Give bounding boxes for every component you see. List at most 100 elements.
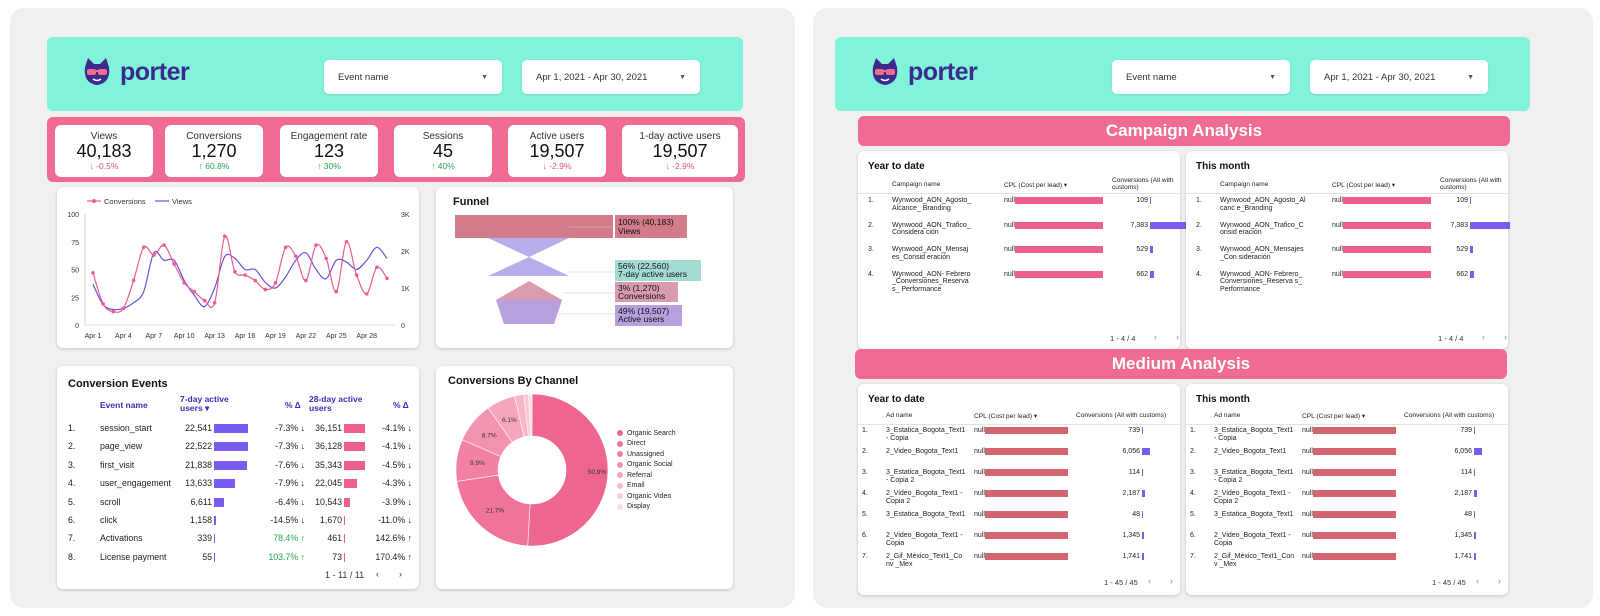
d28-bar: [344, 460, 365, 470]
cpl-cell: null: [1302, 511, 1313, 518]
pct-delta-7-cell: -6.4% ↓: [275, 496, 305, 507]
legend-item: Unassigned: [617, 449, 676, 460]
chevron-left-icon[interactable]: ‹: [1148, 576, 1151, 586]
kpi-title: Sessions: [422, 131, 464, 142]
y-left-tick: 75: [71, 240, 79, 247]
header-divider: [1186, 424, 1508, 425]
conversions-point: [182, 281, 187, 285]
pct-delta-7-cell: -14.5% ↓: [270, 515, 305, 525]
row-index: 5.: [862, 511, 868, 518]
conversions-cell: 114: [1128, 469, 1140, 476]
chevron-right-icon[interactable]: ›: [1176, 332, 1179, 342]
conversions-cell: 7,383: [1450, 221, 1468, 229]
conversions-cell: 662: [1136, 270, 1148, 278]
conversions-bar: [1474, 427, 1475, 434]
conversions-bar: [1474, 532, 1476, 539]
conversions-cell: 1,741: [1454, 553, 1472, 560]
cpl-bar: [1313, 553, 1396, 560]
col-conversions-header[interactable]: Conversions (All with customs): [1440, 177, 1502, 191]
header-bar: porter Event name ▼ Apr 1, 2021 - Apr 30…: [47, 37, 743, 111]
pct-delta-7-cell: 103.7% ↑: [268, 551, 305, 562]
legend-dot: [617, 451, 623, 458]
funnel-step-conversions: [496, 281, 562, 300]
pager-label: 1 - 45 / 45: [1104, 578, 1138, 587]
col-name-header[interactable]: Ad name: [1214, 412, 1241, 419]
col-conversions-header[interactable]: Conversions (All with customs): [1076, 412, 1167, 419]
col-cpl-header[interactable]: CPL (Cost per lead) ▾: [1332, 182, 1396, 189]
slice-label: 50.9%: [588, 469, 607, 476]
legend-dot: [617, 472, 623, 479]
d28-value-cell: 36,151: [315, 423, 342, 433]
row-name-cell: Wynwood_AON_Trafico_Considera ción: [892, 221, 971, 237]
cpl-cell: null: [974, 427, 985, 434]
funnel-step-7-day: [488, 238, 569, 276]
conversions-cell: 529: [1456, 246, 1468, 253]
row-index: 7.: [862, 553, 868, 560]
cpl-bar: [1343, 246, 1431, 253]
chevron-left-icon[interactable]: ‹: [1476, 576, 1479, 586]
pager-label: 1 - 4 / 4: [1438, 334, 1464, 343]
pager-label: 1 - 11 / 11: [325, 570, 365, 580]
table-row: 2. page_view 22,522 -7.3% ↓ 36,128 -4.1% ↓: [57, 438, 419, 456]
col-name-header[interactable]: Ad name: [886, 412, 913, 419]
col-7-day-active-users[interactable]: 7-day active users ▾: [180, 394, 229, 413]
donut-slice: [456, 474, 531, 547]
row-index: 3.: [1190, 469, 1196, 476]
col-name-header[interactable]: Campaign name: [1220, 181, 1269, 188]
table-row: 7. Activations 339 78.4% ↑ 461 142.6% ↑: [57, 530, 419, 548]
funnel-step-active-users: [496, 300, 562, 324]
kpi-value: 19,507: [652, 141, 708, 161]
row-index: 7.: [1190, 553, 1196, 560]
chevron-right-icon[interactable]: ›: [1504, 332, 1507, 342]
chevron-left-icon[interactable]: ‹: [376, 569, 379, 579]
row-index: 1.: [68, 423, 76, 433]
chevron-right-icon[interactable]: ›: [399, 569, 402, 579]
caret-down-icon: ▼: [1269, 73, 1276, 81]
col-pct-delta-7[interactable]: % Δ: [285, 400, 301, 410]
x-tick: Apr 25: [326, 333, 347, 340]
d7-value-cell: 22,522: [185, 441, 212, 452]
cpl-cell: null: [1302, 469, 1313, 476]
col-event-name[interactable]: Event name: [100, 400, 148, 410]
line-chart-card: Conversions Views 100 75 50 25 0 3K 2K 1K 0 Apr…: [57, 187, 419, 348]
col-cpl-header[interactable]: CPL (Cost per lead) ▾: [1004, 182, 1068, 189]
col-28-day-active-users[interactable]: 28-day active users: [309, 394, 363, 413]
event-name-dropdown[interactable]: Event name ▼: [1112, 60, 1290, 94]
legend-label: Organic Search: [627, 429, 676, 437]
col-pct-delta-28[interactable]: % Δ: [393, 400, 409, 410]
date-range-dropdown[interactable]: Apr 1, 2021 - Apr 30, 2021 ▼: [522, 60, 700, 94]
d7-value-cell: 1,158: [189, 515, 212, 525]
cpl-bar: [1015, 270, 1103, 278]
chevron-left-icon[interactable]: ‹: [1154, 332, 1157, 342]
date-range-dropdown[interactable]: Apr 1, 2021 - Apr 30, 2021 ▼: [1310, 60, 1488, 94]
row-name-cell: 2_Gif_México_Text1_Conv _Mex: [1214, 553, 1295, 568]
row-index: 3.: [862, 469, 868, 476]
conversions-point: [314, 243, 318, 247]
col-conversions-header[interactable]: Conversions (All with customs): [1404, 412, 1495, 419]
legend-views-label: Views: [172, 197, 192, 206]
header-divider: [1186, 193, 1508, 194]
conversions-bar: [1150, 197, 1151, 204]
chevron-right-icon[interactable]: ›: [1498, 576, 1501, 586]
row-name-cell: Wynwood_AON_Trafico_Consid eración: [1220, 221, 1304, 237]
col-cpl-header[interactable]: CPL (Cost per lead) ▾: [1302, 413, 1366, 420]
y-left-tick: 50: [71, 268, 79, 275]
chevron-left-icon[interactable]: ‹: [1482, 332, 1485, 342]
medium-analysis-banner: Medium Analysis: [855, 349, 1507, 379]
table-row: 6. click 1,158 -14.5% ↓ 1,670 -11.0% ↓: [57, 512, 419, 530]
row-name-cell: 3_Estatica_Bogota_Text1: [1214, 511, 1294, 518]
event-name-dropdown[interactable]: Event name ▼: [324, 60, 502, 94]
row-name-cell: Wynwood_AON_Agosto_Alcanc e_Branding: [1220, 197, 1306, 212]
d7-value-cell: 13,633: [185, 478, 212, 489]
col-cpl-header[interactable]: CPL (Cost per lead) ▾: [974, 413, 1038, 420]
cpl-bar: [1343, 197, 1431, 204]
conversions-point: [283, 245, 288, 250]
funnel-title: Funnel: [453, 196, 490, 208]
kpi-delta: ↓ -2.9%: [665, 161, 695, 171]
col-conversions-header[interactable]: Conversions (All with customs): [1112, 177, 1174, 191]
row-index: 4.: [1190, 490, 1196, 497]
table-title: This month: [1196, 394, 1250, 405]
kpi-delta: ↑ 30%: [317, 161, 341, 171]
chevron-right-icon[interactable]: ›: [1170, 576, 1173, 586]
col-name-header[interactable]: Campaign name: [892, 181, 941, 188]
